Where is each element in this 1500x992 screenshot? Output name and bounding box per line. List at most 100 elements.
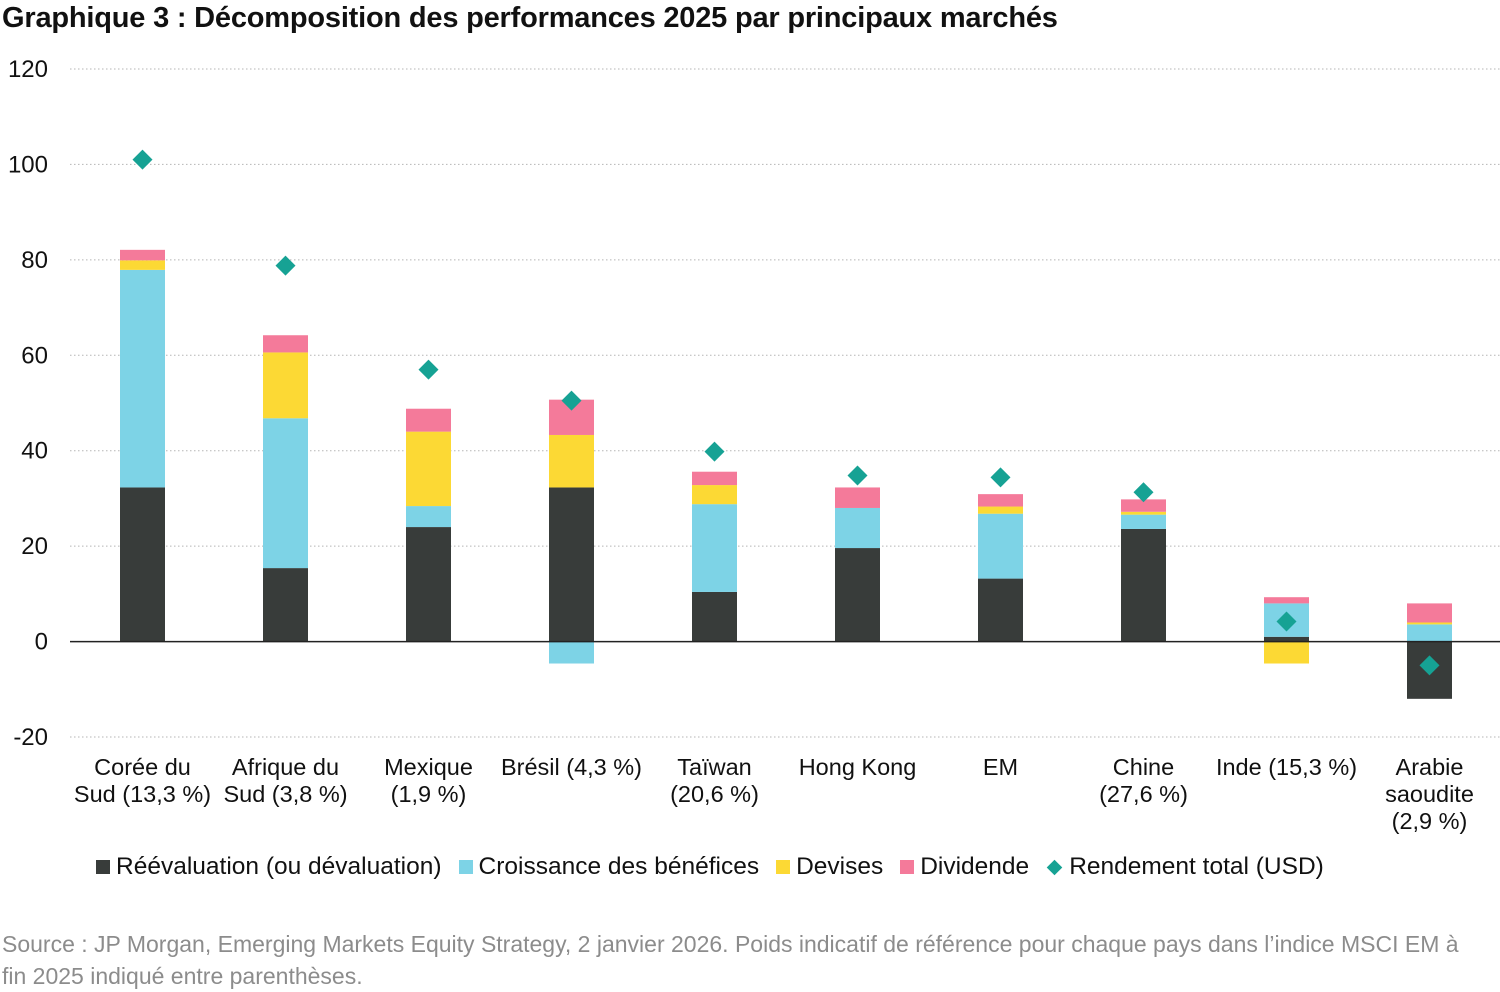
x-category-line: (2,9 %) xyxy=(1392,808,1468,834)
legend-item-rendement: Rendement total (USD) xyxy=(1046,853,1324,881)
bar-segment-devises xyxy=(263,352,308,419)
x-category-line: EM xyxy=(983,754,1018,780)
x-category-line: Sud (3,8 %) xyxy=(223,781,347,807)
x-category-label: Hong Kong xyxy=(799,754,917,780)
bar-segment-reevaluation xyxy=(835,548,880,642)
x-category-line: Arabie xyxy=(1396,754,1464,780)
y-axis-ticks: 120 100 80 60 40 20 0 -20 xyxy=(8,56,48,751)
bar-segment-devises xyxy=(1264,641,1309,664)
bar-segment-dividende xyxy=(1407,603,1452,623)
bar-segment-dividende xyxy=(1264,597,1309,604)
bar-segment-dividende xyxy=(263,335,308,353)
total-return-marker xyxy=(1419,655,1440,676)
legend-item-devises: Devises xyxy=(776,853,883,881)
bar-segment-dividende xyxy=(692,471,737,486)
x-category-line: Sud (13,3 %) xyxy=(74,781,211,807)
bar-segment-devises xyxy=(692,485,737,505)
bar-segment-reevaluation xyxy=(406,527,451,642)
bar-segment-devises xyxy=(1121,511,1166,515)
y-tick-label: 40 xyxy=(21,438,48,465)
x-category-label: Afrique du Sud (3,8 %) xyxy=(223,754,347,807)
x-category-line: (27,6 %) xyxy=(1099,781,1188,807)
total-return-marker xyxy=(1133,482,1154,503)
legend-swatch-croissance xyxy=(458,860,473,874)
bar-segment-croissance xyxy=(263,418,308,569)
y-tick-label: 80 xyxy=(21,247,48,274)
bar-segment-croissance xyxy=(1407,624,1452,642)
bar-segment-reevaluation xyxy=(263,568,308,642)
x-category-label: Arabie saoudite (2,9 %) xyxy=(1385,754,1474,834)
total-return-marker xyxy=(990,467,1011,488)
bar-segment-devises xyxy=(406,431,451,507)
x-category-line: Inde (15,3 %) xyxy=(1216,754,1357,780)
total-return-marker xyxy=(275,255,296,276)
legend-label-reevaluation: Réévaluation (ou dévaluation) xyxy=(116,853,442,880)
bar-segment-devises xyxy=(1407,622,1452,625)
x-category-line: Chine xyxy=(1113,754,1174,780)
x-category-line: Mexique xyxy=(384,754,473,780)
bar-segment-croissance xyxy=(978,513,1023,579)
legend-label-dividende: Dividende xyxy=(920,853,1030,880)
bar-segment-reevaluation xyxy=(120,487,165,642)
bar-segment-devises xyxy=(549,434,594,488)
x-category-label: Inde (15,3 %) xyxy=(1216,754,1357,780)
legend-item-reevaluation: Réévaluation (ou dévaluation) xyxy=(96,853,442,881)
total-return-marker xyxy=(418,359,439,380)
x-axis-labels: Corée du Sud (13,3 %)Afrique du Sud (3,8 %… xyxy=(74,754,1474,834)
x-category-line: Corée du xyxy=(94,754,191,780)
bar-segment-croissance xyxy=(120,269,165,488)
x-category-label: Chine (27,6 %) xyxy=(1099,754,1188,807)
total-return-marker xyxy=(132,149,153,170)
bar-segment-dividende xyxy=(120,249,165,261)
bar-segment-croissance xyxy=(406,506,451,528)
legend-swatch-devises xyxy=(776,860,791,874)
y-tick-label: 100 xyxy=(8,151,48,178)
y-tick-label: 120 xyxy=(8,56,48,83)
bar-segment-reevaluation xyxy=(692,591,737,642)
x-category-label: EM xyxy=(983,754,1018,780)
legend-swatch-rendement xyxy=(1046,859,1063,875)
bar-segment-croissance xyxy=(549,641,594,664)
legend-label-croissance: Croissance des bénéfices xyxy=(478,853,760,880)
legend-item-dividende: Dividende xyxy=(900,853,1029,881)
legend-item-croissance: Croissance des bénéfices xyxy=(458,853,760,881)
legend-label-devises: Devises xyxy=(796,853,884,880)
chart-title: Graphique 3 : Décomposition des performa… xyxy=(2,2,1058,34)
x-category-line: saoudite xyxy=(1385,781,1474,807)
bars xyxy=(120,249,1452,699)
legend: Réévaluation (ou dévaluation) Croissance… xyxy=(96,853,1341,881)
x-category-line: Taïwan xyxy=(677,754,751,780)
legend-label-rendement: Rendement total (USD) xyxy=(1069,853,1324,880)
x-category-line: Hong Kong xyxy=(799,754,917,780)
bar-segment-dividende xyxy=(978,494,1023,507)
total-return-marker xyxy=(561,390,582,411)
bar-segment-devises xyxy=(120,260,165,270)
x-category-line: Afrique du xyxy=(232,754,339,780)
x-category-label: Corée du Sud (13,3 %) xyxy=(74,754,211,807)
bar-segment-dividende xyxy=(835,487,880,508)
bar-segment-dividende xyxy=(1121,499,1166,512)
legend-swatch-reevaluation xyxy=(96,860,110,874)
x-category-label: Brésil (4,3 %) xyxy=(501,754,642,780)
bar-segment-dividende xyxy=(406,408,451,432)
x-category-label: Taïwan (20,6 %) xyxy=(670,754,759,807)
bar-segment-croissance xyxy=(835,507,880,549)
bar-segment-croissance xyxy=(1121,514,1166,529)
total-return-markers xyxy=(132,149,1440,676)
bar-segment-croissance xyxy=(692,504,737,592)
source-note: Source : JP Morgan, Emerging Markets Equ… xyxy=(2,931,1459,989)
total-return-marker xyxy=(704,441,725,462)
x-category-line: Brésil (4,3 %) xyxy=(501,754,642,780)
bar-segment-reevaluation xyxy=(978,578,1023,642)
x-category-label: Mexique (1,9 %) xyxy=(384,754,473,807)
bar-segment-devises xyxy=(978,506,1023,514)
y-tick-label: 20 xyxy=(21,533,48,560)
total-return-marker xyxy=(847,465,868,486)
y-tick-label: 60 xyxy=(21,342,48,369)
x-category-line: (1,9 %) xyxy=(391,781,467,807)
x-category-line: (20,6 %) xyxy=(670,781,759,807)
legend-swatch-dividende xyxy=(900,860,915,874)
y-tick-label: -20 xyxy=(13,724,48,751)
bar-segment-reevaluation xyxy=(1264,636,1309,642)
